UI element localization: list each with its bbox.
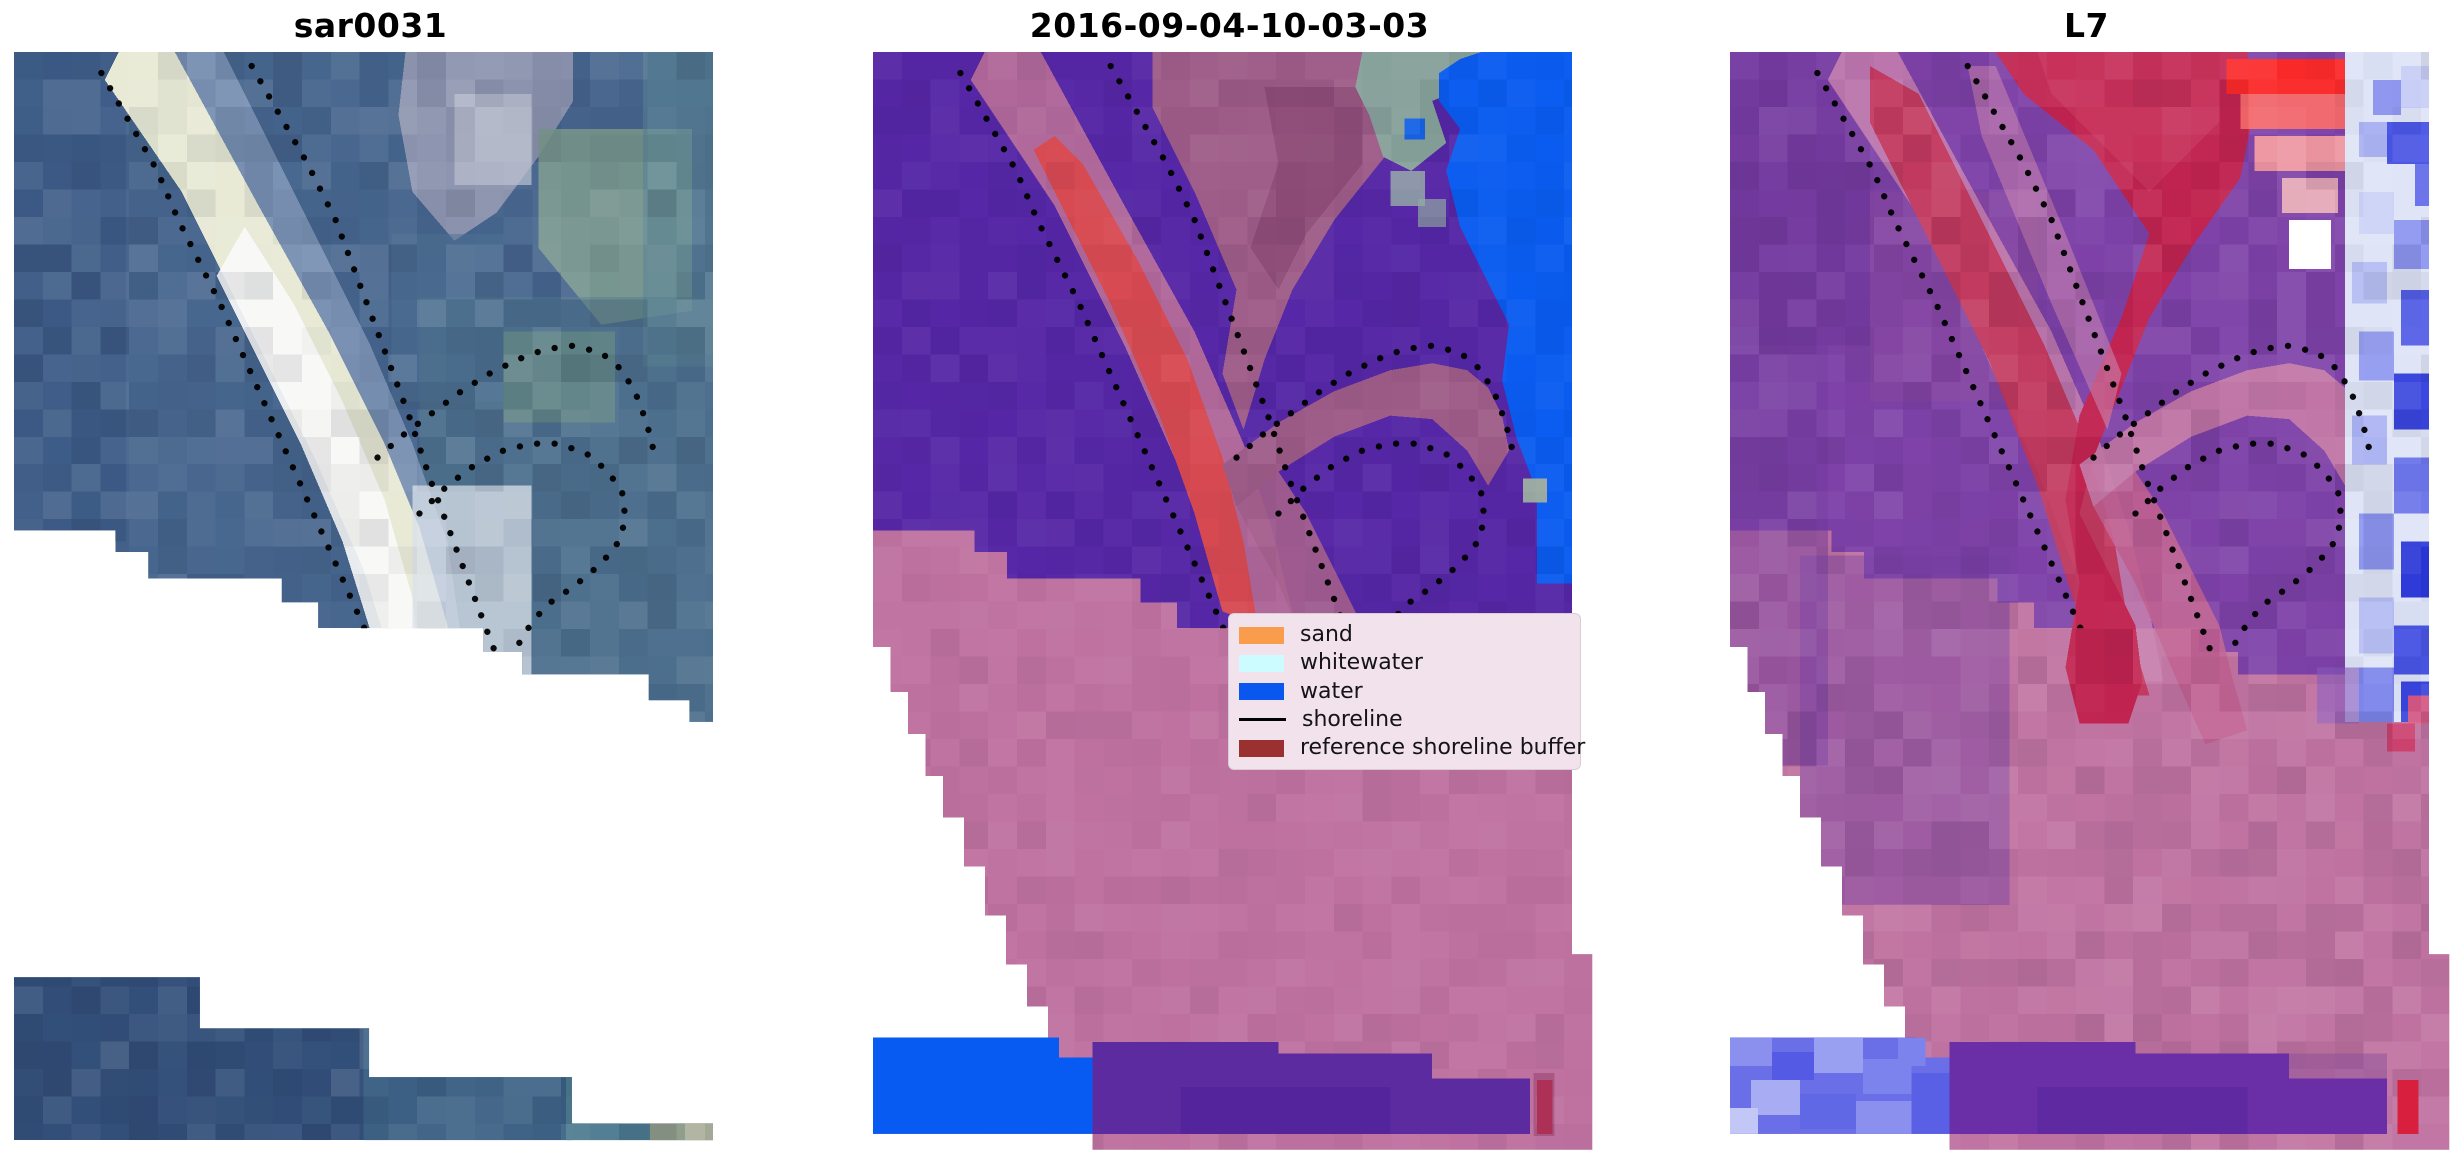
classified-image: [873, 52, 1593, 1150]
l7-image: [1730, 52, 2450, 1150]
legend-row-water: water: [1239, 679, 1570, 705]
legend-row-sand: sand: [1239, 622, 1570, 648]
legend-label: sand: [1300, 622, 1353, 647]
legend-row-reference-shoreline-buffer: reference shoreline buffer: [1239, 735, 1585, 761]
legend-color-swatch: [1239, 626, 1284, 644]
panel-title-sar0031: sar0031: [293, 6, 448, 45]
sar0031-image: [14, 52, 714, 1141]
legend-color-swatch: [1239, 739, 1284, 757]
legend-label: shoreline: [1302, 706, 1403, 732]
legend-label: reference shoreline buffer: [1300, 735, 1586, 760]
legend-color-swatch: [1239, 654, 1284, 672]
panel-l7: L7: [1730, 6, 2450, 1152]
panel-sar0031: sar0031: [14, 6, 734, 1152]
panel-classified-2016-09-04: 2016-09-04-10-03-03: [873, 6, 1593, 1152]
legend-row-shoreline: shoreline: [1239, 707, 1570, 733]
panel-title-l7: L7: [2064, 6, 2109, 45]
legend-label: whitewater: [1300, 650, 1423, 676]
panel-title-classified: 2016-09-04-10-03-03: [1029, 6, 1430, 45]
legend-row-whitewater: whitewater: [1239, 650, 1570, 676]
legend-line-swatch: [1239, 718, 1286, 722]
legend-label: water: [1300, 678, 1363, 704]
legend: sand whitewater water shoreline reference sh…: [1228, 613, 1585, 770]
legend-color-swatch: [1239, 683, 1284, 700]
